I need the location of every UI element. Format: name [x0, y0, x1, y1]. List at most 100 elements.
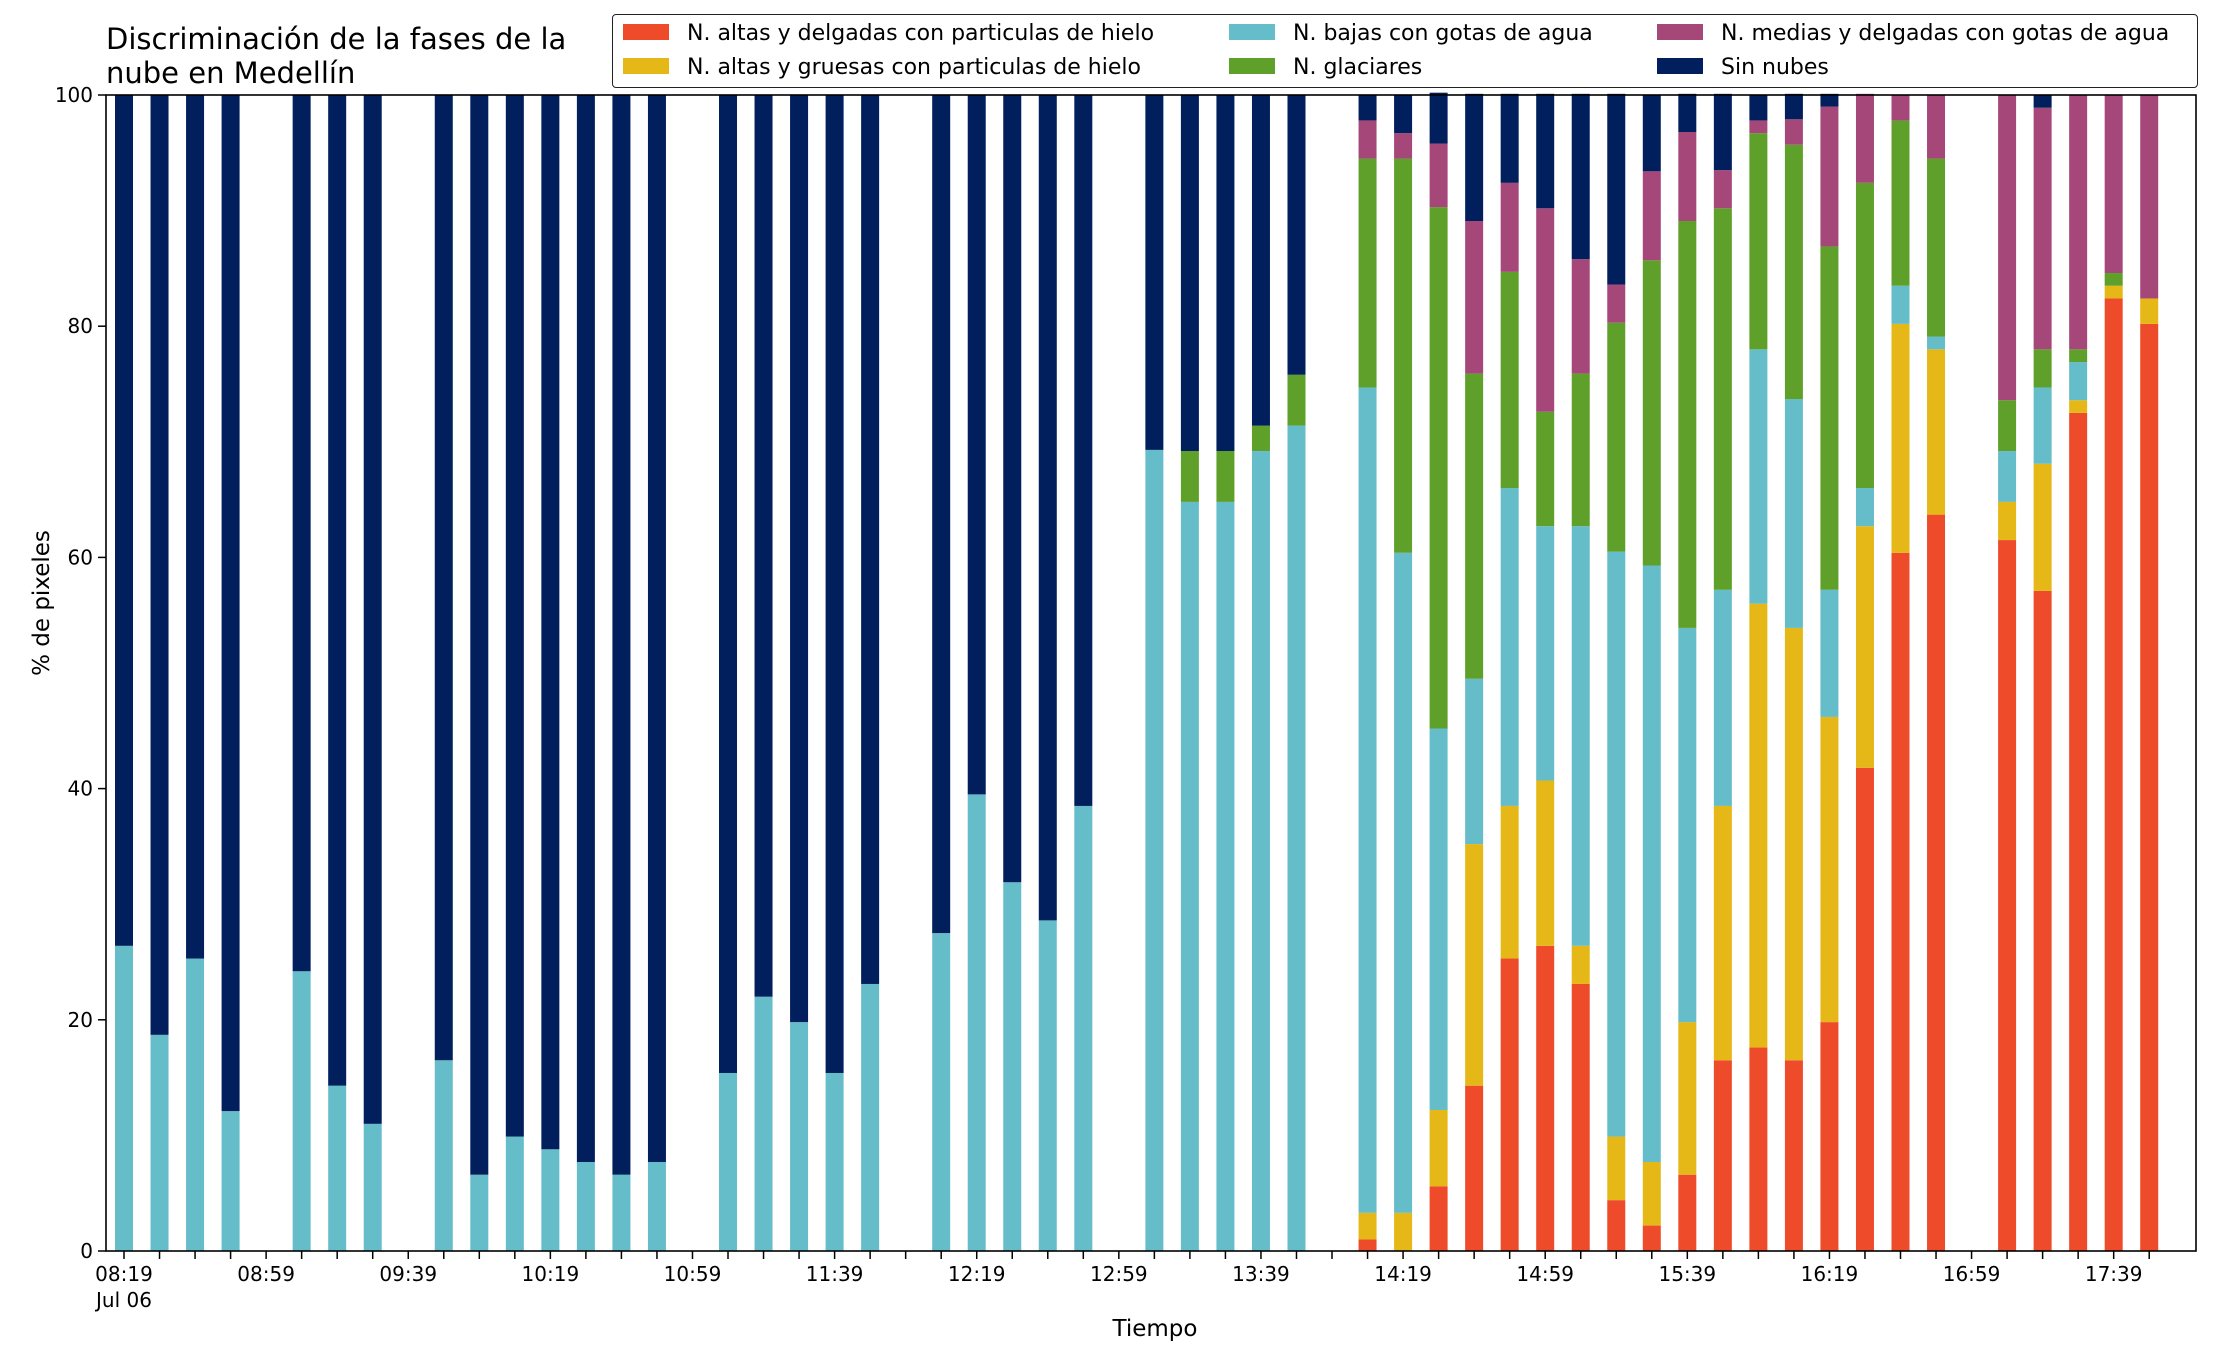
bar-segment	[1394, 552, 1413, 1213]
bar-segment	[1536, 526, 1555, 781]
bar-segment	[2140, 95, 2159, 299]
legend-swatch	[1229, 24, 1275, 40]
bar-segment	[221, 95, 240, 1112]
bar-segment	[1678, 627, 1697, 1023]
bar-segment	[434, 95, 453, 1061]
bar-segment	[2069, 362, 2088, 401]
bar-segment	[612, 1174, 631, 1251]
bar-segment	[1500, 93, 1519, 183]
x-tick-label: 10:59	[664, 1262, 722, 1286]
bar-segment	[1358, 95, 1377, 121]
bar-segment	[1287, 374, 1306, 426]
bar-segment	[1713, 805, 1732, 1061]
bar-segment	[1074, 805, 1093, 1251]
bar-segment	[292, 971, 311, 1251]
y-tick-label: 20	[68, 1008, 93, 1032]
bar-segment	[1927, 514, 1946, 1251]
bar-segment	[1891, 285, 1910, 324]
bar-segment	[1180, 95, 1199, 452]
x-axis-label: Tiempo	[1112, 1316, 1198, 1342]
bar-segment	[1145, 449, 1164, 1251]
bar-segment	[1180, 501, 1199, 1251]
bar-segment	[790, 1022, 809, 1251]
legend-item: N. altas y delgadas con particulas de hi…	[623, 21, 1154, 47]
legend: N. altas y delgadas con particulas de hi…	[612, 14, 2198, 88]
bar-segment	[1500, 488, 1519, 806]
bar-segment	[1678, 93, 1697, 132]
x-tick-label: 10:19	[522, 1262, 580, 1286]
bar-segment	[1820, 716, 1839, 1023]
bar-segment	[1678, 131, 1697, 221]
bar-segment	[2033, 107, 2052, 350]
bar-segment	[1678, 1022, 1697, 1175]
x-tick-label: 14:19	[1374, 1262, 1432, 1286]
bar-segment	[1358, 120, 1377, 159]
bar-segment	[1784, 399, 1803, 628]
bar-segment	[1891, 120, 1910, 286]
bar-segment	[1749, 349, 1768, 604]
bar-segment	[1038, 920, 1057, 1251]
legend-swatch	[623, 58, 669, 74]
bar-segment	[505, 95, 524, 1137]
bar-segment	[1607, 1136, 1626, 1201]
bar-segment	[1536, 93, 1555, 209]
bar-segment	[1784, 144, 1803, 400]
bar-segment	[1820, 589, 1839, 717]
bar-segment	[1571, 526, 1590, 946]
bar-segment	[1784, 627, 1803, 1061]
legend-item: Sin nubes	[1657, 55, 1829, 81]
bar-segment	[1571, 983, 1590, 1251]
x-tick-label: 17:39	[2085, 1262, 2143, 1286]
bar-segment	[1251, 425, 1270, 452]
bar-segment	[2104, 273, 2123, 286]
bar-segment	[1855, 93, 1874, 183]
bar-segment	[470, 1174, 489, 1251]
bar-segment	[1642, 260, 1661, 566]
legend-swatch	[1657, 24, 1703, 40]
bar-segment	[1784, 93, 1803, 120]
bar-segment	[1891, 552, 1910, 1251]
bar-segment	[1855, 767, 1874, 1251]
bar-segment	[1287, 95, 1306, 375]
x-tick-label: 12:19	[948, 1262, 1006, 1286]
bar-segment	[1855, 526, 1874, 768]
y-tick-label: 0	[80, 1239, 93, 1263]
chart-title: Discriminación de la fases de la nube en…	[106, 22, 567, 90]
bar-segment	[1429, 92, 1448, 144]
y-axis-label: % de pixeles	[29, 530, 55, 676]
bar-segment	[1927, 336, 1946, 350]
legend-swatch	[1657, 58, 1703, 74]
bar-segment	[434, 1060, 453, 1251]
bar-segment	[2069, 400, 2088, 413]
bar-segment	[825, 1072, 844, 1251]
bar-segment	[1216, 95, 1235, 452]
bar-segment	[150, 1034, 169, 1251]
bar-segment	[825, 95, 844, 1073]
bar-segment	[1074, 95, 1093, 806]
x-tick-sublabel: Jul 06	[94, 1288, 152, 1312]
bar-segment	[1500, 182, 1519, 272]
bar-segment	[470, 95, 489, 1175]
bar-segment	[1216, 501, 1235, 1251]
bar-segment	[1465, 93, 1484, 221]
bar-segment	[1394, 133, 1413, 159]
bar-segment	[363, 95, 382, 1124]
x-tick-label: 16:19	[1801, 1262, 1859, 1286]
bar-segment	[1607, 551, 1626, 1137]
bar-segment	[2069, 412, 2088, 1251]
bar-segment	[1394, 158, 1413, 553]
bar-segment	[1500, 805, 1519, 959]
bar-segment	[2033, 590, 2052, 1251]
legend-swatch	[623, 24, 669, 40]
plot-frame	[105, 94, 2197, 1252]
bar-segment	[1500, 958, 1519, 1251]
legend-label: N. glaciares	[1293, 55, 1423, 80]
bar-segment	[1642, 1225, 1661, 1251]
bar-segment	[541, 95, 560, 1150]
bar-segment	[1607, 1200, 1626, 1251]
bar-segment	[1713, 170, 1732, 209]
bar-segment	[186, 958, 205, 1251]
bar-segment	[1998, 451, 2017, 502]
bar-segment	[576, 95, 595, 1162]
bar-segment	[1891, 323, 1910, 553]
